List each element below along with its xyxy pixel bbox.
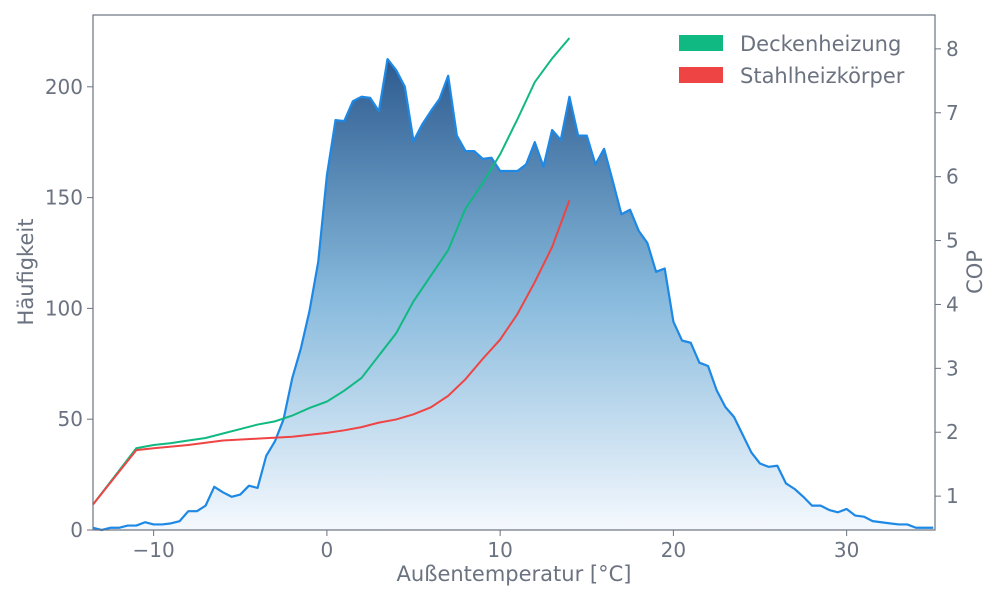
y2-tick-label: 8 xyxy=(946,37,959,61)
y2-tick-label: 1 xyxy=(946,484,959,508)
y-tick-label: 200 xyxy=(45,75,83,99)
plot-area xyxy=(92,37,934,532)
y2-tick-label: 5 xyxy=(946,229,959,253)
x-tick-label: 0 xyxy=(321,538,334,562)
x-tick-label: 10 xyxy=(487,538,512,562)
y2-tick-label: 2 xyxy=(946,420,959,444)
y2-tick-label: 6 xyxy=(946,165,959,189)
histogram-line xyxy=(92,57,934,532)
plot-frame xyxy=(92,14,936,531)
legend-label-stahlheizkoerper: Stahlheizkörper xyxy=(740,64,905,88)
legend-swatch-deckenheizung xyxy=(679,35,723,51)
axes: −10 0 10 20 30 0 50 100 150 200 1 2 3 4 5 6 7 8 xyxy=(45,14,959,562)
x-tick-label: −10 xyxy=(133,538,175,562)
legend-swatch-stahlheizkoerper xyxy=(679,67,723,83)
y-tick-label: 150 xyxy=(45,186,83,210)
y-tick-label: 0 xyxy=(70,518,83,542)
legend: Deckenheizung Stahlheizkörper xyxy=(679,32,905,88)
y2-axis-label: COP xyxy=(963,250,987,294)
x-tick-label: 30 xyxy=(834,538,859,562)
y-axis-label: Häufigkeit xyxy=(14,219,38,326)
cop-line-1 xyxy=(92,199,571,506)
x-axis-label: Außentemperatur [°C] xyxy=(397,562,632,586)
y-tick-label: 50 xyxy=(58,407,83,431)
x-tick-label: 20 xyxy=(661,538,686,562)
y-tick-label: 100 xyxy=(45,296,83,320)
y2-tick-label: 3 xyxy=(946,356,959,380)
histogram-area xyxy=(93,59,934,530)
y2-tick-label: 7 xyxy=(946,101,959,125)
legend-label-deckenheizung: Deckenheizung xyxy=(740,32,901,56)
y2-tick-label: 4 xyxy=(946,292,959,316)
cop-line-0 xyxy=(92,37,571,506)
